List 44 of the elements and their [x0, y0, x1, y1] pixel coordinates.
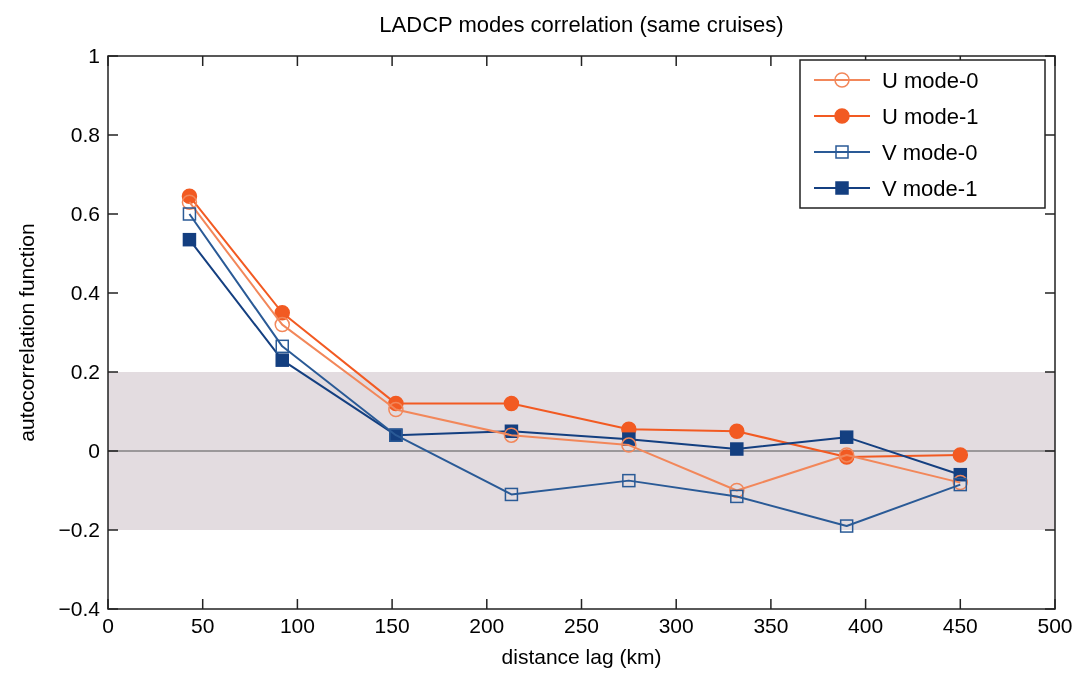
- point: [729, 482, 745, 499]
- point: [504, 487, 519, 502]
- x-tick-label: 100: [279, 614, 315, 637]
- point: [839, 519, 854, 533]
- x-tick-label: 350: [753, 614, 789, 637]
- y-axis-title: autocorrelation function: [15, 223, 38, 442]
- point: [182, 207, 197, 221]
- x-tick-label: 200: [469, 614, 505, 637]
- legend-label: U mode-1: [882, 103, 979, 129]
- x-axis-title: distance lag (km): [501, 645, 662, 668]
- point: [181, 194, 198, 210]
- chart-title: LADCP modes correlation (same cruises): [379, 12, 784, 37]
- y-tick-label: 1: [88, 44, 100, 68]
- y-tick-label: −0.4: [58, 597, 101, 621]
- x-tick-label: 50: [191, 614, 215, 637]
- point: [275, 353, 289, 367]
- x-tick-label: 400: [848, 614, 884, 637]
- x-tick-label: 150: [374, 614, 410, 637]
- y-tick-label: 0.4: [70, 281, 101, 305]
- point: [952, 447, 969, 463]
- x-tick-label: 500: [1037, 614, 1073, 637]
- legend-label: V mode-1: [882, 175, 978, 201]
- point: [182, 232, 197, 247]
- point: [839, 430, 854, 444]
- point: [503, 395, 520, 412]
- x-tick-label: 250: [563, 614, 600, 637]
- point: [275, 339, 289, 354]
- point: [729, 423, 745, 439]
- y-tick-label: −0.2: [58, 518, 100, 542]
- y-tick-label: 0.2: [70, 360, 100, 384]
- point: [388, 401, 404, 418]
- point: [621, 437, 637, 453]
- point: [503, 427, 520, 443]
- y-tick-label: 0: [88, 439, 100, 463]
- point: [730, 442, 744, 456]
- legend-label: U mode-0: [882, 67, 979, 93]
- y-tick-label: 0.6: [70, 202, 100, 226]
- x-tick-label: 450: [942, 614, 978, 637]
- point: [274, 316, 290, 333]
- x-tick-label: 300: [658, 614, 694, 637]
- y-tick-label: 0.8: [70, 123, 100, 147]
- legend-label: V mode-0: [882, 139, 978, 165]
- point: [730, 489, 744, 504]
- point: [622, 473, 636, 488]
